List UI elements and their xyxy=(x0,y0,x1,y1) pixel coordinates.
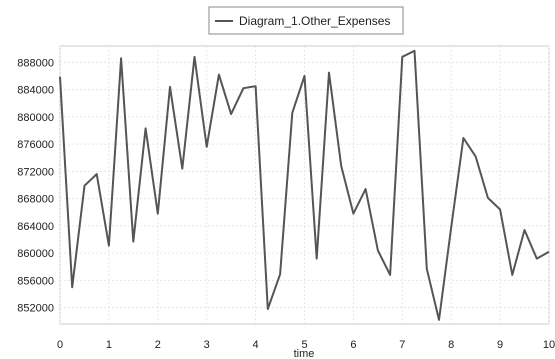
series-line xyxy=(59,49,550,321)
y-axis-ticks: 852000 856000 860000 864000 868000 872000 8760… xyxy=(17,57,54,314)
legend-label: Diagram_1.Other_Expenses xyxy=(239,14,390,28)
x-axis-title: time xyxy=(294,348,315,359)
y-tick-label: 860000 xyxy=(17,248,54,260)
legend-box xyxy=(208,6,404,35)
legend: Diagram_1.Other_Expenses xyxy=(208,6,404,35)
x-axis-ticks: 0 1 2 3 4 5 6 7 8 9 10 xyxy=(57,339,555,351)
x-tick-label: 4 xyxy=(253,339,259,351)
x-tick-label: 8 xyxy=(448,339,454,351)
x-tick-label: 3 xyxy=(204,339,210,351)
x-tick-label: 7 xyxy=(399,339,405,351)
y-tick-label: 864000 xyxy=(17,221,54,233)
y-tick-label: 872000 xyxy=(17,166,54,178)
x-tick-label: 5 xyxy=(301,339,307,351)
x-tick-label: 0 xyxy=(57,339,63,351)
x-tick-label: 1 xyxy=(106,339,112,351)
y-tick-label: 868000 xyxy=(17,194,54,206)
plot-area xyxy=(59,45,550,325)
y-tick-label: 884000 xyxy=(17,85,54,97)
x-tick-label: 10 xyxy=(543,339,555,351)
y-tick-label: 876000 xyxy=(17,139,54,151)
y-tick-label: 856000 xyxy=(17,275,54,287)
y-tick-label: 880000 xyxy=(17,112,54,124)
y-tick-label: 852000 xyxy=(17,303,54,315)
x-tick-label: 2 xyxy=(155,339,161,351)
y-tick-label: 888000 xyxy=(17,57,54,69)
x-tick-label: 9 xyxy=(497,339,503,351)
x-tick-label: 6 xyxy=(350,339,356,351)
